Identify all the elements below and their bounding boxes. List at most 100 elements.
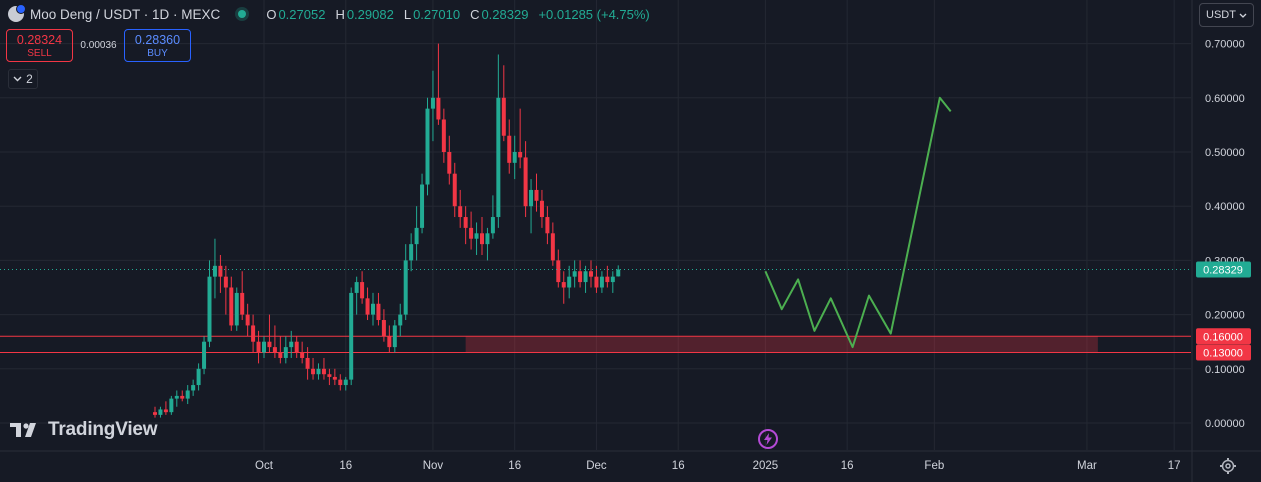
- lightning-icon[interactable]: [758, 429, 778, 449]
- candle: [458, 189, 463, 228]
- y-tick-label: 0.00000: [1205, 418, 1245, 430]
- candle: [539, 189, 544, 228]
- y-tick-label: 0.10000: [1205, 364, 1245, 376]
- close-value: 0.28329: [481, 6, 529, 22]
- candle: [398, 303, 403, 337]
- buy-label: BUY: [147, 48, 168, 59]
- candle: [365, 287, 370, 321]
- candlestick-series: [153, 43, 621, 418]
- candle: [349, 287, 354, 386]
- candle: [371, 292, 375, 326]
- chevron-down-icon: [13, 76, 22, 82]
- candle: [447, 135, 452, 185]
- indicators-count: 2: [26, 72, 33, 86]
- candle: [240, 271, 245, 321]
- high-value: 0.29082: [346, 6, 394, 22]
- candle: [294, 336, 299, 358]
- tradingview-logo[interactable]: TradingView: [10, 419, 158, 441]
- candle: [556, 249, 561, 288]
- candle: [332, 368, 337, 386]
- candle: [409, 233, 414, 272]
- candle: [414, 206, 419, 261]
- live-status-icon: [238, 10, 247, 18]
- candle: [392, 320, 397, 353]
- x-tick-label: Oct: [255, 460, 274, 472]
- x-tick-label: Mar: [1077, 460, 1097, 472]
- candle: [218, 254, 223, 293]
- symbol-legend: Moo Deng / USDT · 1D · MEXC O 0.27052 H 0.…: [8, 4, 650, 23]
- y-tick-label: 0.50000: [1205, 147, 1245, 159]
- gear-icon[interactable]: [1219, 457, 1237, 475]
- candle: [589, 260, 593, 288]
- candle: [256, 330, 261, 364]
- candle: [561, 271, 566, 304]
- y-tick-label: 0.40000: [1205, 201, 1245, 213]
- indicators-toggle-button[interactable]: 2: [8, 69, 38, 89]
- candle: [403, 244, 408, 321]
- buy-button[interactable]: 0.28360 BUY: [124, 29, 191, 62]
- chart-grid: [0, 0, 1191, 450]
- candle: [430, 70, 435, 142]
- support-zone: [0, 335, 1191, 354]
- candle: [272, 325, 277, 358]
- candle: [262, 336, 266, 358]
- candle: [267, 314, 272, 353]
- close-key: C: [470, 6, 480, 22]
- candle: [480, 217, 484, 255]
- candle: [496, 54, 501, 228]
- currency-label: USDT: [1206, 9, 1236, 21]
- candle: [452, 162, 457, 218]
- candle: [158, 406, 163, 418]
- x-tick-label: 2025: [753, 460, 779, 472]
- candle: [289, 330, 294, 358]
- symbol-title[interactable]: Moo Deng / USDT · 1D · MEXC: [30, 6, 221, 22]
- tradingview-logo-icon: [10, 423, 36, 437]
- candle: [234, 287, 239, 331]
- candle: [354, 276, 359, 315]
- projection-line[interactable]: [764, 96, 952, 349]
- candle: [163, 401, 168, 415]
- candle: [512, 135, 517, 180]
- candle: [278, 336, 283, 364]
- change-value: +0.01285 (+4.75%): [538, 6, 650, 22]
- candle: [212, 238, 217, 299]
- candle: [474, 222, 479, 255]
- low-key: L: [403, 6, 412, 22]
- candle: [338, 374, 343, 391]
- time-axis: Oct 16 Nov 16 Dec 16 2025 16 Feb Mar 17: [255, 460, 1180, 472]
- low-value: 0.27010: [413, 6, 461, 22]
- currency-select[interactable]: USDT: [1199, 3, 1254, 27]
- candle: [485, 227, 490, 261]
- candle: [610, 271, 615, 293]
- candle: [441, 108, 446, 163]
- candle: [605, 265, 610, 288]
- candle: [185, 385, 190, 405]
- candle: [283, 336, 288, 364]
- x-tick-label: Nov: [423, 460, 444, 472]
- candle: [523, 141, 528, 218]
- candle: [207, 260, 212, 348]
- buy-price: 0.28360: [134, 33, 181, 47]
- candle: [343, 376, 348, 391]
- candle: [583, 265, 588, 293]
- zone-fill: [465, 336, 1098, 353]
- ohlc-values: O 0.27052 H 0.29082 L 0.27010 C 0.28329 +0.0…: [266, 7, 649, 22]
- coin-icon: [8, 4, 26, 22]
- open-value: 0.27052: [278, 6, 326, 22]
- x-tick-label: 16: [339, 460, 352, 472]
- candle: [223, 265, 228, 315]
- x-tick-label: Feb: [924, 460, 944, 472]
- candle: [305, 347, 310, 380]
- candle: [300, 341, 305, 364]
- trade-panel: 0.28324 SELL 0.00036 0.28360 BUY: [6, 29, 191, 62]
- candle: [229, 276, 234, 331]
- sell-button[interactable]: 0.28324 SELL: [6, 29, 73, 62]
- last-price-label: 0.28329: [1203, 264, 1243, 276]
- candle: [180, 390, 185, 402]
- candle: [251, 314, 256, 353]
- x-tick-label: 16: [508, 460, 521, 472]
- candle: [507, 119, 512, 174]
- candle: [578, 260, 583, 288]
